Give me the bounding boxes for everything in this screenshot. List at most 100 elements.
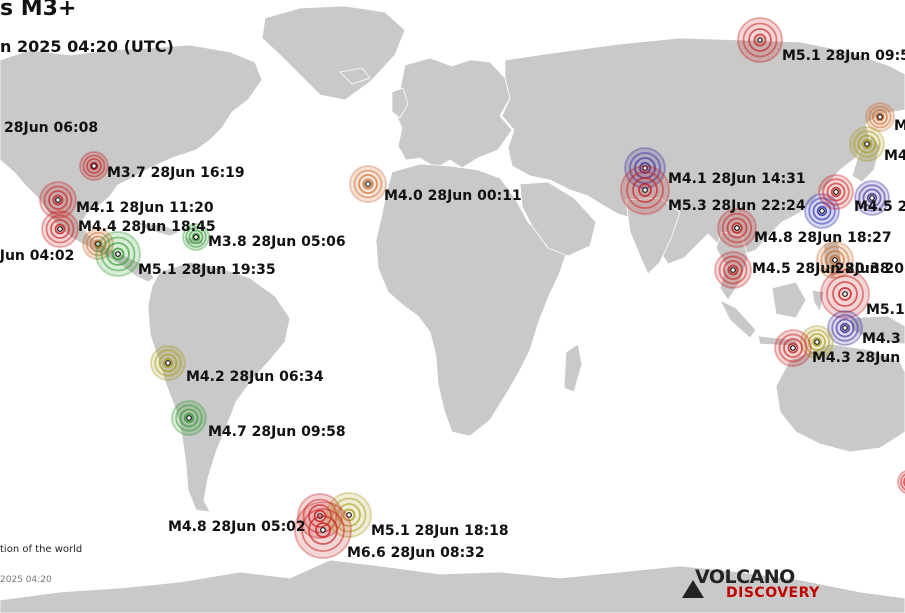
- epicenter-dot: [642, 187, 648, 193]
- marker-ring: [185, 226, 207, 248]
- quake-label: M4.5 2: [854, 199, 905, 215]
- iceland: [339, 67, 371, 85]
- marker-ring: [106, 242, 130, 266]
- epicenter-dot: [734, 225, 740, 231]
- earthquake-marker[interactable]: [820, 269, 870, 319]
- quake-label: M6.6 28Jun 08:32: [347, 545, 485, 561]
- marker-ring: [808, 197, 836, 225]
- marker-ring: [718, 255, 748, 285]
- marker-ring: [721, 212, 753, 244]
- earthquake-marker[interactable]: [827, 310, 863, 346]
- marker-ring: [753, 33, 767, 47]
- earthquake-marker[interactable]: [294, 501, 352, 559]
- epicenter-dot: [869, 195, 875, 201]
- marker-ring: [830, 186, 842, 198]
- marker-ring: [638, 183, 652, 197]
- earthquake-marker[interactable]: [41, 210, 79, 248]
- marker-ring: [175, 404, 203, 432]
- epicenter-dot: [832, 257, 838, 263]
- earthquake-marker[interactable]: [171, 400, 207, 436]
- marker-ring: [861, 138, 873, 150]
- quake-label: 28Jun 06:08: [4, 120, 99, 136]
- earthquake-marker[interactable]: [79, 151, 109, 181]
- marker-ring: [358, 174, 378, 194]
- earthquake-marker[interactable]: [816, 241, 854, 279]
- earthquake-marker[interactable]: [897, 470, 905, 494]
- epicenter-dot: [833, 189, 839, 195]
- earthquake-marker[interactable]: [150, 345, 186, 381]
- earthquake-marker[interactable]: [39, 181, 77, 219]
- marker-ring: [726, 217, 748, 239]
- earthquake-marker[interactable]: [818, 174, 854, 210]
- map-title: s M3+: [0, 0, 77, 21]
- marker-ring: [48, 190, 68, 210]
- marker-ring: [89, 161, 99, 171]
- epicenter-dot: [819, 208, 825, 214]
- earthquake-marker[interactable]: [326, 492, 372, 538]
- sulawesi: [811, 289, 825, 314]
- arabia: [519, 181, 597, 257]
- madagascar: [563, 343, 583, 393]
- marker-ring: [82, 154, 106, 178]
- epicenter-dot: [55, 197, 61, 203]
- earthquake-marker[interactable]: [737, 17, 783, 63]
- marker-ring: [111, 247, 125, 261]
- marker-ring: [188, 229, 204, 245]
- marker-ring: [783, 338, 803, 358]
- earthquake-marker[interactable]: [865, 102, 895, 132]
- epicenter-dot: [730, 267, 736, 273]
- quake-label: M4.0 28Jun 00:11: [384, 188, 522, 204]
- earthquake-marker[interactable]: [95, 231, 141, 277]
- marker-ring: [866, 192, 878, 204]
- marker-ring: [302, 498, 338, 534]
- quake-label: M4.5 28Jun 20:38: [752, 261, 890, 277]
- earthquake-marker[interactable]: [804, 193, 840, 229]
- europe: [393, 57, 513, 169]
- epicenter-dot: [165, 360, 171, 366]
- marker-ring: [787, 342, 799, 354]
- quake-label: M3.8 28Jun 05:06: [208, 234, 346, 250]
- earthquake-marker[interactable]: [714, 251, 752, 289]
- earthquake-marker[interactable]: [717, 208, 757, 248]
- marker-ring: [100, 236, 136, 272]
- marker-ring: [179, 408, 199, 428]
- marker-ring: [723, 260, 743, 280]
- earthquake-marker[interactable]: [82, 228, 114, 260]
- epicenter-dot: [95, 241, 101, 247]
- epicenter-dot: [757, 37, 763, 43]
- earthquake-marker[interactable]: [854, 180, 890, 216]
- earthquake-marker[interactable]: [620, 165, 670, 215]
- quake-label: M4.3: [862, 331, 901, 347]
- epicenter-dot: [115, 251, 121, 257]
- marker-ring: [626, 171, 664, 209]
- epicenter-dot: [842, 291, 848, 297]
- marker-ring: [93, 239, 103, 249]
- marker-ring: [362, 178, 374, 190]
- quake-label: M4.8 28Jun 18:27: [754, 230, 892, 246]
- epicenter-dot: [320, 527, 326, 533]
- quake-label: M5.3 28Jun 22:24: [668, 198, 806, 214]
- marker-ring: [808, 333, 826, 351]
- marker-ring: [85, 231, 111, 257]
- marker-ring: [154, 349, 182, 377]
- cuba: [134, 221, 182, 237]
- marker-ring: [162, 357, 174, 369]
- quake-label: M4.7 28Jun 09:58: [208, 424, 346, 440]
- marker-ring: [858, 184, 886, 212]
- marker-ring: [50, 219, 70, 239]
- earthquake-marker[interactable]: [849, 126, 885, 162]
- new-guinea: [849, 315, 905, 345]
- quake-label: M4: [884, 148, 905, 164]
- marker-ring: [853, 130, 881, 158]
- earthquake-marker[interactable]: [774, 329, 812, 367]
- epicenter-dot: [842, 325, 848, 331]
- earthquake-markers: [39, 17, 905, 559]
- marker-ring: [54, 223, 66, 235]
- earthquake-marker[interactable]: [182, 223, 210, 251]
- logo-volcano-text: VOLCANO: [695, 566, 795, 588]
- earthquake-marker[interactable]: [349, 165, 387, 203]
- footer-caption: tion of the world: [0, 544, 83, 555]
- epicenter-dot: [346, 512, 352, 518]
- epicenter-dot: [790, 345, 796, 351]
